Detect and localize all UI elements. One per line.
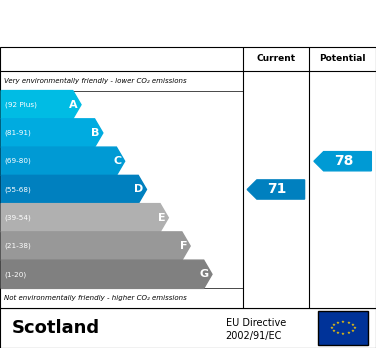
FancyBboxPatch shape [318, 311, 368, 345]
Text: (81-91): (81-91) [5, 130, 31, 136]
Text: B: B [91, 128, 100, 138]
Polygon shape [1, 119, 103, 147]
Text: 71: 71 [268, 182, 287, 197]
Text: E: E [158, 213, 165, 223]
Text: ★: ★ [331, 329, 335, 333]
Text: ★: ★ [341, 332, 345, 336]
Text: Current: Current [256, 55, 296, 63]
Text: ★: ★ [341, 320, 345, 324]
Text: Scotland: Scotland [11, 319, 99, 337]
Text: Potential: Potential [319, 55, 366, 63]
Text: ★: ★ [351, 329, 355, 333]
Text: ★: ★ [330, 326, 334, 330]
Text: (69-80): (69-80) [5, 158, 31, 165]
Text: ★: ★ [347, 321, 351, 325]
Polygon shape [247, 180, 305, 199]
Text: 78: 78 [334, 154, 354, 168]
Text: (21-38): (21-38) [5, 243, 31, 249]
Text: Very environmentally friendly - lower CO₂ emissions: Very environmentally friendly - lower CO… [4, 78, 186, 84]
Text: D: D [134, 184, 144, 195]
Polygon shape [1, 90, 81, 119]
Text: Environmental Impact (CO₂) Rating: Environmental Impact (CO₂) Rating [43, 16, 333, 31]
Text: (55-68): (55-68) [5, 186, 31, 193]
Text: ★: ★ [335, 321, 340, 325]
Text: ★: ★ [347, 331, 351, 335]
Text: G: G [200, 269, 209, 279]
Polygon shape [1, 232, 190, 260]
Text: ★: ★ [335, 331, 340, 335]
Polygon shape [1, 175, 147, 204]
Text: ★: ★ [351, 323, 355, 327]
Text: F: F [180, 241, 187, 251]
Polygon shape [314, 152, 371, 171]
Text: ★: ★ [331, 323, 335, 327]
Text: ★: ★ [352, 326, 356, 330]
Text: (1-20): (1-20) [5, 271, 27, 277]
Text: (39-54): (39-54) [5, 214, 31, 221]
Text: 2002/91/EC: 2002/91/EC [226, 331, 282, 341]
Polygon shape [1, 260, 212, 288]
Text: Not environmentally friendly - higher CO₂ emissions: Not environmentally friendly - higher CO… [4, 295, 186, 301]
Polygon shape [1, 204, 168, 232]
Text: A: A [70, 100, 78, 110]
Polygon shape [1, 147, 125, 175]
Text: (92 Plus): (92 Plus) [5, 102, 36, 108]
Text: C: C [114, 156, 122, 166]
Text: EU Directive: EU Directive [226, 318, 286, 328]
